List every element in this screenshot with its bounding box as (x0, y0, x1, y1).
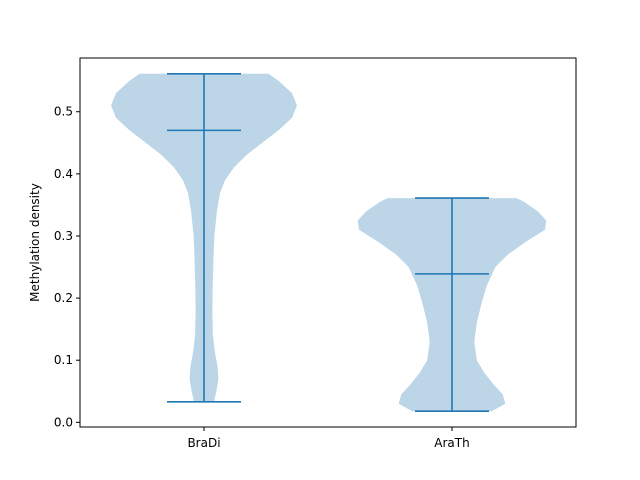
y-tick-label: 0.4 (54, 167, 73, 181)
x-axis: BraDi AraTh (187, 427, 470, 450)
y-tick-label: 0.0 (54, 415, 73, 429)
y-tick-label: 0.2 (54, 291, 73, 305)
x-tick-label: BraDi (187, 436, 220, 450)
y-tick-label: 0.1 (54, 353, 73, 367)
y-tick-label: 0.5 (54, 105, 73, 119)
plot-frame (79, 57, 577, 428)
x-tick-label: AraTh (434, 436, 469, 450)
y-tick-label: 0.3 (54, 229, 73, 243)
y-axis: 0.0 0.1 0.2 0.3 0.4 0.5 (54, 105, 80, 429)
violin-group (111, 73, 547, 412)
y-axis-label: Methylation density (28, 183, 42, 302)
